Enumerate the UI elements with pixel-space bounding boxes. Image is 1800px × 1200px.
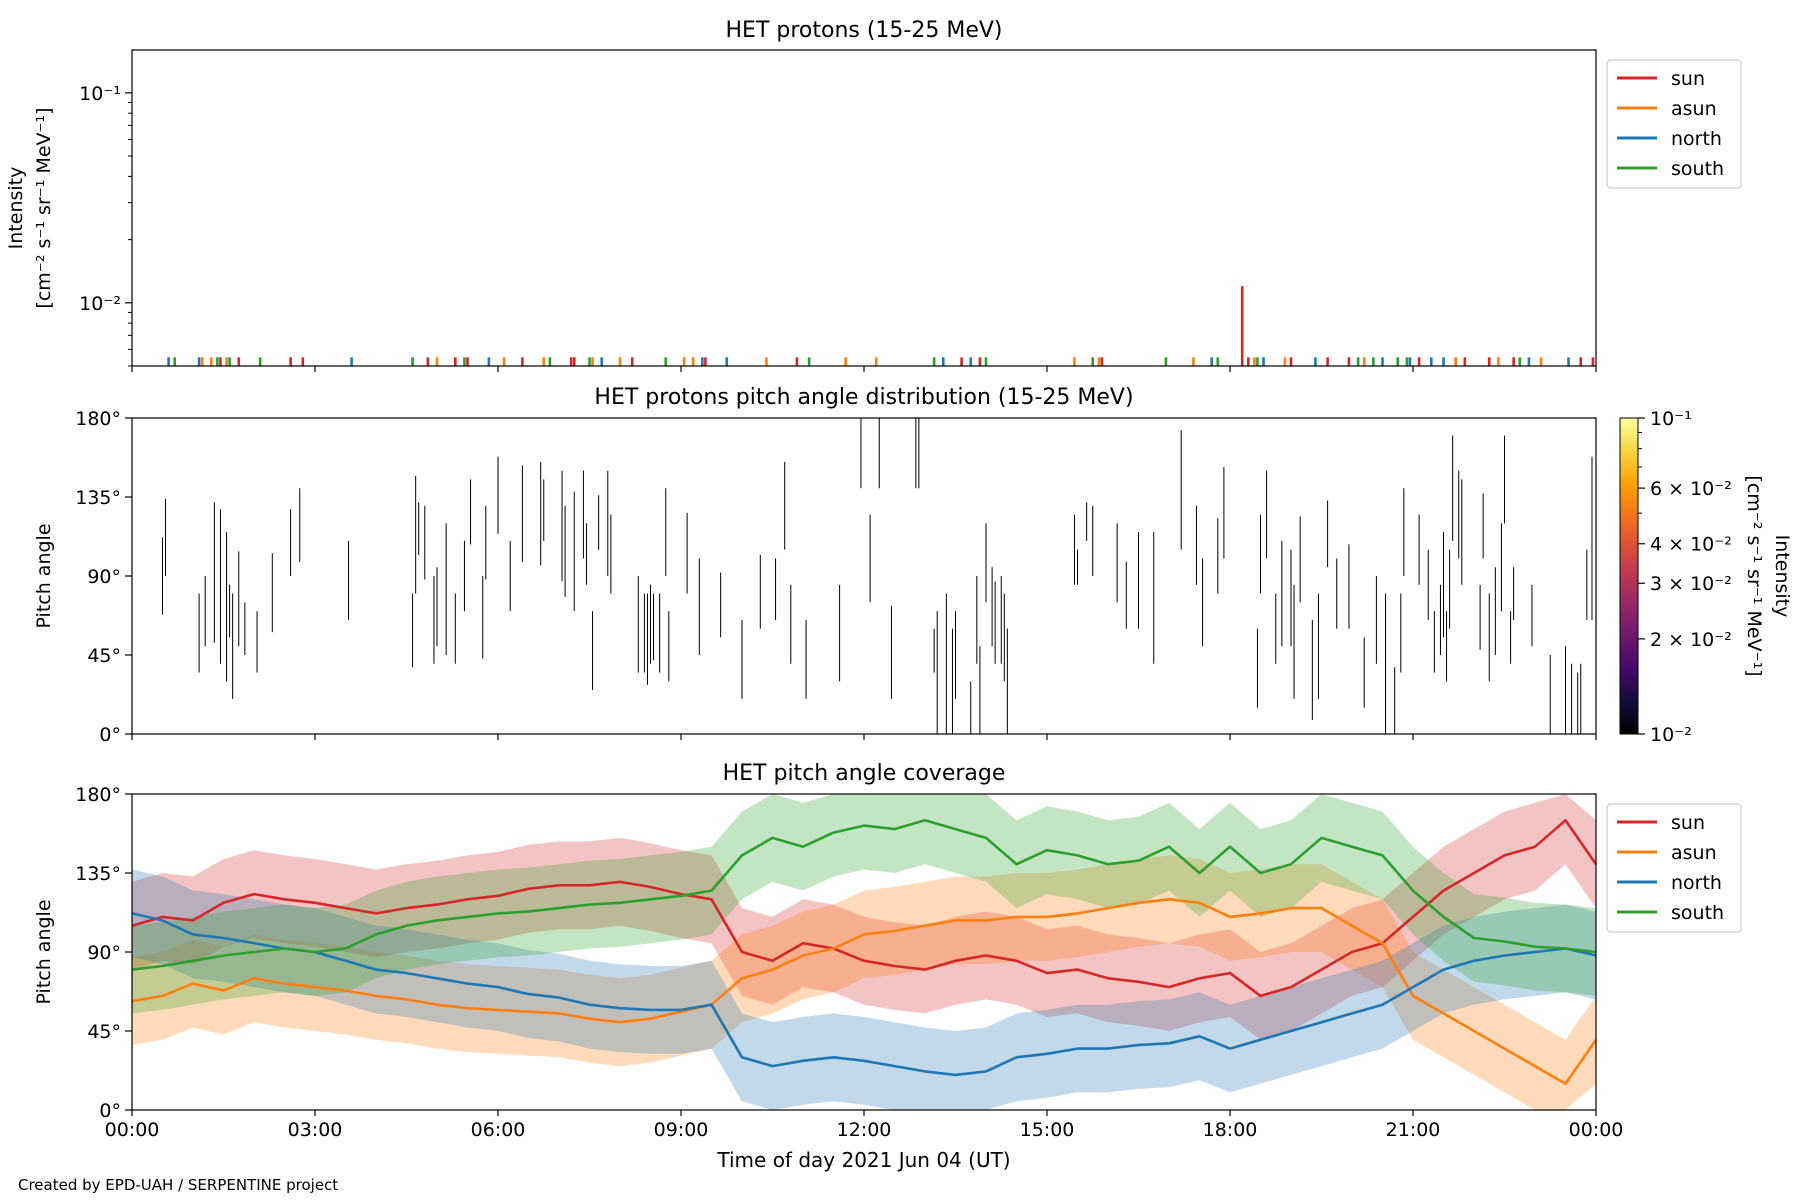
colorbar <box>1619 417 1639 735</box>
x-tick-label: 15:00 <box>1020 1119 1075 1141</box>
band-asun <box>132 855 1596 1110</box>
legend-label-asun: asun <box>1671 98 1717 120</box>
x-tick-label: 06:00 <box>471 1119 526 1141</box>
panel2-xticks <box>131 734 1597 740</box>
panel3-yticks: 0° 45° 90° 135° 180° <box>75 784 132 1122</box>
panel-coverage: HET pitch angle coverage 0° 45° 90° 135° 180… <box>33 761 1742 1141</box>
y-tick-label: 135° <box>75 487 121 509</box>
panel3-legend: sun asun north south <box>1606 803 1742 933</box>
panel3-xticks: 00:00 03:00 06:00 09:00 12:00 15:00 18:00 21:00… <box>105 1110 1624 1141</box>
panel2-segments <box>162 418 1593 734</box>
panel3-bands <box>132 794 1596 1110</box>
panel1-legend: sun asun north south <box>1606 59 1742 189</box>
y-tick-label: 0° <box>99 1100 121 1122</box>
legend-frame <box>1606 803 1742 933</box>
panel-intensity: HET protons (15-25 MeV) 10⁻¹ 10⁻² Intensi… <box>5 18 1742 372</box>
legend-label-south: south <box>1671 902 1724 924</box>
colorbar-tick-label: 10⁻² <box>1650 724 1692 746</box>
legend-label-asun: asun <box>1671 842 1717 864</box>
colorbar-label-units: [cm⁻² s⁻¹ sr⁻¹ MeV⁻¹] <box>1743 475 1765 676</box>
panel1-yticks: 10⁻¹ 10⁻² <box>79 83 132 367</box>
colorbar-label: Intensity <box>1771 535 1793 618</box>
colorbar-tick-label: 4 × 10⁻² <box>1650 534 1732 556</box>
panel1-xticks <box>131 366 1597 372</box>
legend-label-north: north <box>1671 128 1722 150</box>
line-south <box>131 818 1597 971</box>
y-tick-label: 180° <box>75 784 121 806</box>
panel2-yticks: 0° 45° 90° 135° 180° <box>75 408 132 746</box>
colorbar-tick-label: 10⁻¹ <box>1650 408 1692 430</box>
panel1-ylabel-units: [cm⁻² s⁻¹ sr⁻¹ MeV⁻¹] <box>33 107 55 308</box>
y-tick-label: 10⁻² <box>79 293 121 315</box>
y-tick-label: 45° <box>87 1021 121 1043</box>
line-asun <box>131 897 1598 1085</box>
y-tick-label: 10⁻¹ <box>79 83 121 105</box>
x-tick-label: 00:00 <box>1569 1119 1624 1141</box>
panel3-title: HET pitch angle coverage <box>723 761 1006 786</box>
panel3-lines <box>131 818 1598 1085</box>
x-tick-label: 18:00 <box>1203 1119 1258 1141</box>
panel3-ylabel: Pitch angle <box>33 899 55 1004</box>
panel1-spikes <box>167 286 1595 366</box>
panel2-ylabel: Pitch angle <box>33 523 55 628</box>
colorbar-tick-label: 6 × 10⁻² <box>1650 478 1732 500</box>
y-tick-label: 90° <box>87 566 121 588</box>
panel2-title: HET protons pitch angle distribution (15… <box>594 385 1133 410</box>
y-tick-label: 0° <box>99 724 121 746</box>
panel1-ylabel: Intensity <box>5 167 27 250</box>
x-tick-label: 03:00 <box>288 1119 343 1141</box>
band-south <box>132 794 1596 1014</box>
x-axis-label: Time of day 2021 Jun 04 (UT) <box>716 1148 1010 1172</box>
x-tick-label: 12:00 <box>837 1119 892 1141</box>
panel1-title: HET protons (15-25 MeV) <box>726 18 1003 43</box>
legend-label-sun: sun <box>1671 812 1705 834</box>
panel1-frame <box>131 49 1597 367</box>
colorbar-tick-label: 3 × 10⁻² <box>1650 573 1732 595</box>
legend-label-north: north <box>1671 872 1722 894</box>
y-tick-label: 135° <box>75 863 121 885</box>
y-tick-label: 45° <box>87 645 121 667</box>
y-tick-label: 180° <box>75 408 121 430</box>
x-tick-label: 21:00 <box>1386 1119 1441 1141</box>
colorbar-tick-label: 2 × 10⁻² <box>1650 629 1732 651</box>
line-sun <box>131 818 1598 998</box>
y-tick-label: 90° <box>87 942 121 964</box>
band-sun <box>132 794 1596 1040</box>
colorbar-ticks: 10⁻¹ 6 × 10⁻² 4 × 10⁻² 3 × 10⁻² 2 × 10⁻² 10⁻² <box>1638 408 1732 746</box>
x-tick-label: 09:00 <box>654 1119 709 1141</box>
credit-text: Created by EPD-UAH / SERPENTINE project <box>18 1176 338 1194</box>
legend-label-south: south <box>1671 158 1724 180</box>
line-north <box>131 912 1597 1077</box>
legend-frame <box>1606 59 1742 189</box>
panel-pad: HET protons pitch angle distribution (15… <box>33 385 1793 746</box>
legend-label-sun: sun <box>1671 68 1705 90</box>
x-tick-label: 00:00 <box>105 1119 160 1141</box>
